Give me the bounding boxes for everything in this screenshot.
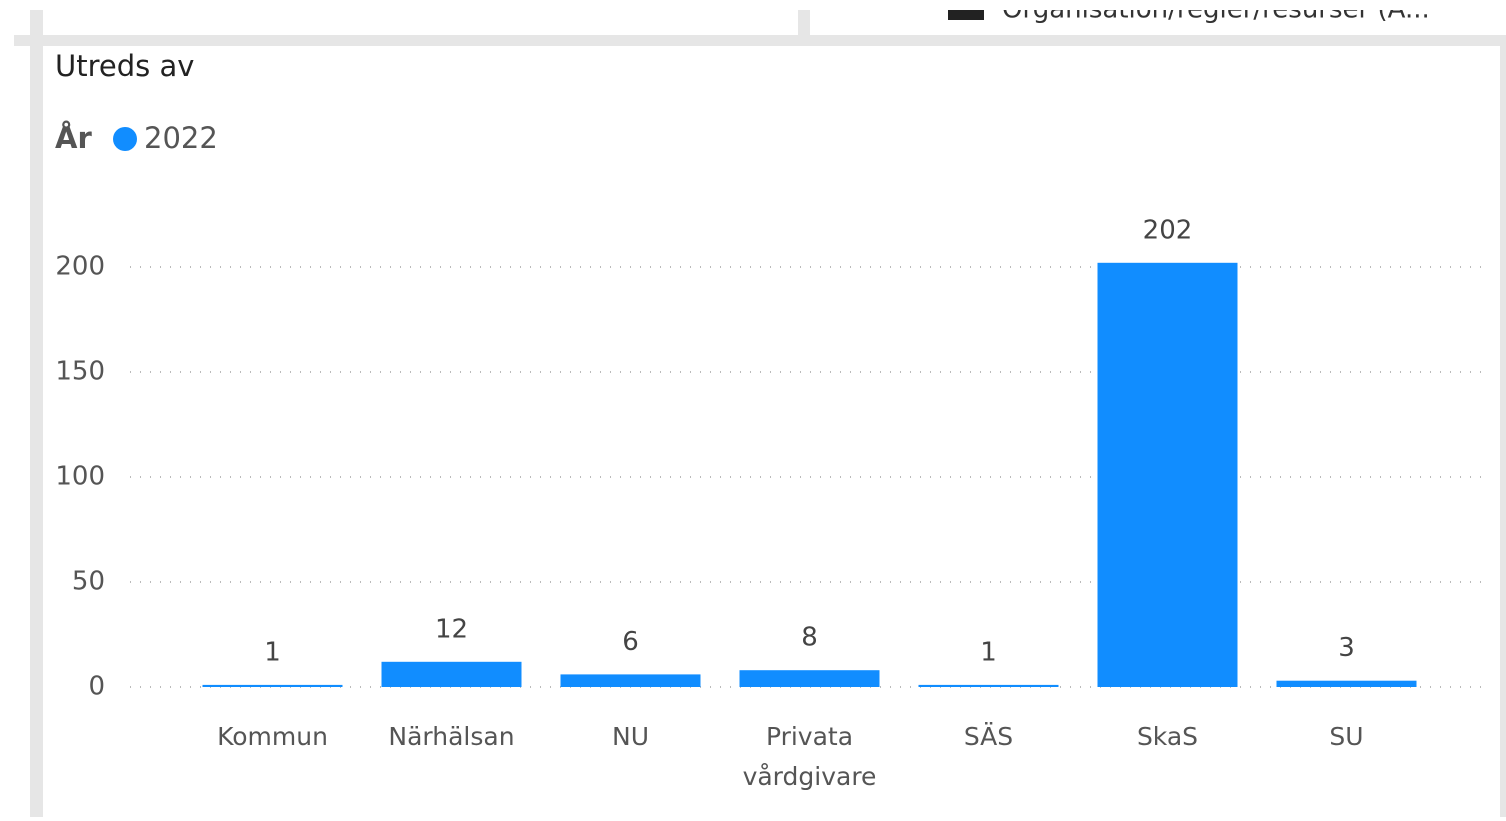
x-tick-label: Privata vårdgivare — [742, 722, 877, 791]
legend-label: 2022 — [144, 121, 218, 155]
x-tick-label: Kommun — [217, 722, 328, 751]
data-label: 3 — [1338, 633, 1355, 663]
data-label: 1 — [980, 637, 997, 667]
data-label: 8 — [801, 623, 818, 653]
data-label: 202 — [1143, 215, 1193, 245]
bar — [202, 684, 343, 687]
x-tick-label: Närhälsan — [388, 722, 515, 751]
x-tick-label: NU — [612, 722, 649, 751]
bar — [381, 661, 522, 687]
x-tick-label: SÄS — [963, 722, 1014, 751]
data-label: 1 — [264, 637, 281, 667]
y-tick-label: 0 — [88, 672, 105, 702]
bar — [1097, 262, 1238, 687]
x-tick-label: SU — [1329, 722, 1364, 751]
data-label: 6 — [622, 627, 639, 657]
panel-gap-left — [30, 10, 43, 817]
y-tick-label: 100 — [55, 462, 105, 492]
chart-title: Utreds av — [55, 49, 194, 83]
panel-divider — [798, 10, 810, 38]
bar — [560, 674, 701, 687]
y-tick-label: 150 — [55, 357, 105, 387]
legend-marker — [113, 127, 137, 151]
data-label: 12 — [435, 614, 468, 644]
y-tick-label: 200 — [55, 252, 105, 282]
crop-edge — [0, 0, 1506, 10]
bar — [918, 684, 1059, 687]
top-legend-swatch — [948, 8, 984, 20]
bar — [739, 670, 880, 687]
x-tick-label: SkaS — [1136, 722, 1199, 751]
y-tick-label: 50 — [72, 567, 105, 597]
panel-gap — [14, 35, 1506, 46]
panel-gap-right — [1500, 45, 1506, 817]
bar — [1276, 680, 1417, 687]
legend-title: År — [55, 121, 92, 155]
